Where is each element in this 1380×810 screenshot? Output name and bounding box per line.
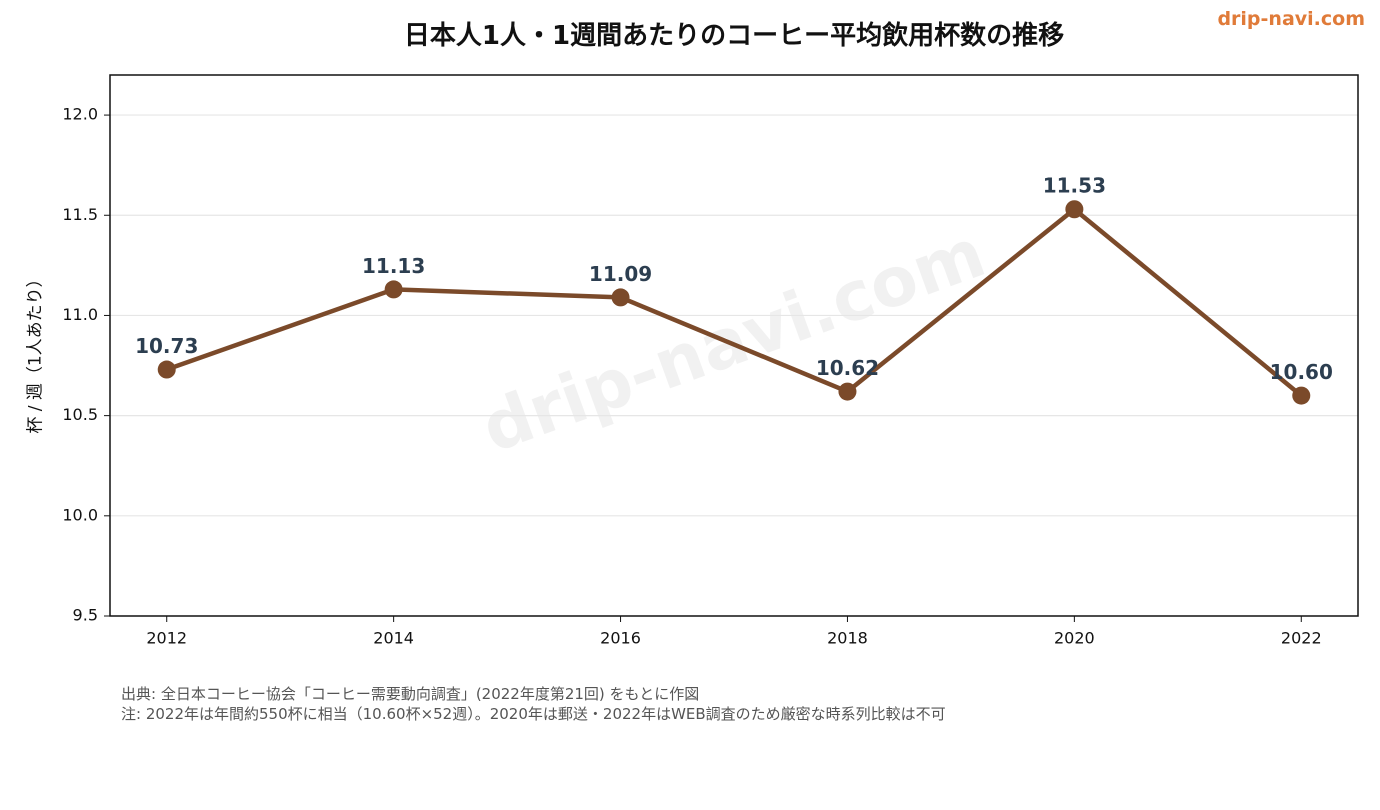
data-label: 11.53 — [1043, 174, 1106, 198]
data-point — [157, 360, 176, 379]
grid-layer — [110, 114, 1358, 517]
comparison-note: 注: 2022年は年間約550杯に相当（10.60杯×52週）。2020年は郵送… — [121, 705, 946, 723]
plot-frame — [109, 74, 1359, 617]
data-label: 10.73 — [135, 334, 198, 358]
x-tick-label: 2022 — [1281, 629, 1322, 648]
data-point — [1065, 200, 1084, 219]
y-tick-label: 11.5 — [62, 205, 98, 224]
watermark-layer: drip-navi.com — [472, 214, 995, 469]
footnotes: 出典: 全日本コーヒー協会「コーヒー需要動向調査」(2022年度第21回) をも… — [121, 684, 946, 724]
y-tick-label: 10.5 — [62, 405, 98, 424]
y-tick-label: 10.0 — [62, 505, 98, 524]
series-layer — [157, 200, 1311, 405]
watermark-text: drip-navi.com — [472, 214, 995, 469]
y-tick-label: 12.0 — [62, 105, 98, 124]
series-line — [164, 206, 1304, 398]
x-tick-label: 2014 — [373, 629, 414, 648]
x-tick-label: 2016 — [600, 629, 641, 648]
brand-logo-text[interactable]: drip-navi.com — [1217, 8, 1365, 30]
data-label: 11.09 — [589, 262, 652, 286]
data-point — [838, 382, 857, 401]
data-label-layer: 10.73 11.13 11.09 10.62 11.53 10.60 — [135, 174, 1333, 384]
chart-title: 日本人1人・1週間あたりのコーヒー平均飲用杯数の推移 — [403, 21, 1065, 51]
data-point — [1292, 386, 1311, 405]
data-point — [384, 280, 403, 299]
data-label: 10.62 — [816, 356, 879, 380]
y-tick-label: 9.5 — [73, 606, 98, 625]
data-label: 10.60 — [1270, 360, 1333, 384]
x-tick-label: 2020 — [1054, 629, 1095, 648]
axes-layer: 9.5 10.0 10.5 11.0 11.5 12.0 2012 2014 2016 2018 2… — [62, 74, 1359, 648]
data-label: 11.13 — [362, 254, 425, 278]
x-tick-label: 2012 — [146, 629, 187, 648]
data-point — [611, 288, 630, 307]
source-note: 出典: 全日本コーヒー協会「コーヒー需要動向調査」(2022年度第21回) をも… — [121, 685, 700, 703]
x-tick-label: 2018 — [827, 629, 868, 648]
y-tick-label: 11.0 — [62, 305, 98, 324]
